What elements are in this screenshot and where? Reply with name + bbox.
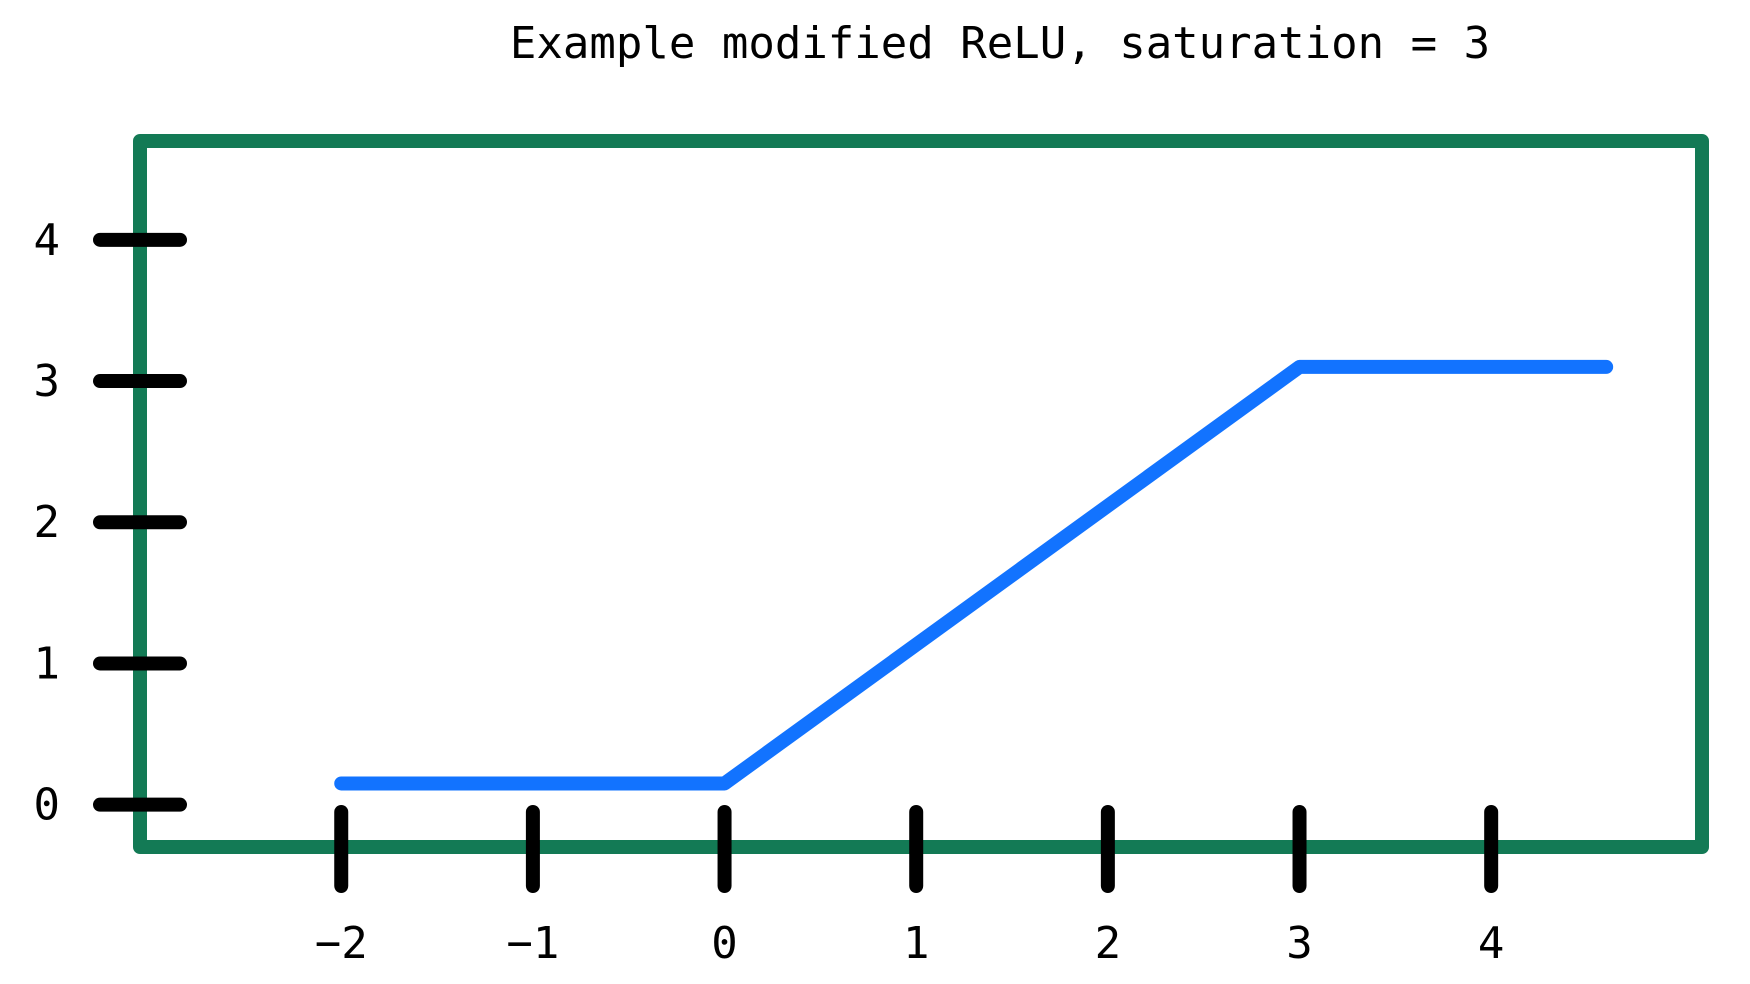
y-tick-label: 2 bbox=[34, 497, 61, 548]
data-series bbox=[334, 359, 1614, 791]
x-axis-ticks: −2 −1 0 1 2 3 4 bbox=[315, 805, 1505, 969]
y-tick-label: 0 bbox=[34, 780, 61, 831]
plot-frame bbox=[133, 134, 1709, 854]
x-tick-label: 3 bbox=[1286, 918, 1313, 969]
x-tick-label: −2 bbox=[315, 918, 368, 969]
x-tick-label: 1 bbox=[903, 918, 930, 969]
relu-series-line bbox=[334, 359, 1614, 791]
y-tick-label: 1 bbox=[34, 638, 61, 689]
chart-title: Example modified ReLU, saturation = 3 bbox=[510, 18, 1490, 69]
x-tick-label: 0 bbox=[711, 918, 738, 969]
x-tick-label: 4 bbox=[1478, 918, 1505, 969]
x-tick-label: −1 bbox=[506, 918, 559, 969]
y-axis-ticks: 0 1 2 3 4 bbox=[34, 215, 187, 831]
x-tick-label: 2 bbox=[1095, 918, 1122, 969]
y-tick-label: 4 bbox=[34, 215, 61, 266]
y-tick-label: 3 bbox=[34, 356, 61, 407]
